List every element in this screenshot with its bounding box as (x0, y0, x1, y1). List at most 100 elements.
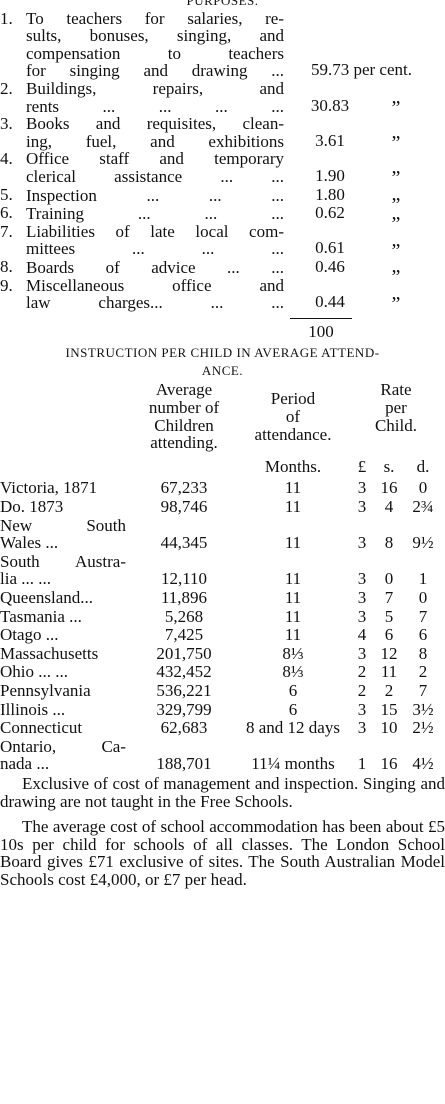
place: New South Wales ... (0, 517, 132, 552)
children-attending: 432,452 (156, 662, 212, 682)
rate-pence: 6 (418, 625, 428, 645)
children-attending: 62,683 (160, 718, 208, 738)
ditto-mark: „ (391, 255, 401, 278)
rate-pence: 9½ (412, 533, 434, 553)
children-attending: 536,221 (156, 680, 212, 700)
unit-label: Months. (264, 456, 322, 476)
text-line: Miscellaneous office and (26, 275, 284, 295)
header-line: attending. (150, 433, 218, 453)
rate-pence: 4½ (412, 754, 434, 774)
text-line: Boards of advice ... ... (26, 257, 284, 277)
children-attending: 67,233 (160, 478, 208, 498)
ditto-mark: „ (391, 120, 401, 143)
table-row: New South Wales ... 44,345 11 3 8 9½ (0, 517, 445, 552)
text-line: law charges... ... ... (26, 293, 284, 313)
place: Ontario, Ca-nada ... (0, 738, 132, 773)
table-row: Illinois ... 329,799 6 3 15 3½ (0, 699, 445, 719)
column-header: Period of attendance. (236, 381, 350, 451)
place: Massachusetts (0, 645, 132, 663)
table-row: Otago ... 7,425 11 4 6 6 (0, 626, 445, 644)
purpose-item: 7. Liabilities of late local com-mittees … (0, 223, 445, 258)
place-line: Ohio ... ... (0, 662, 68, 682)
rate-pence: 2¾ (412, 497, 434, 517)
rate-pounds: 3 (357, 718, 367, 738)
item-text: Liabilities of late local com-mittees ..… (26, 223, 284, 258)
item-text: Training ... ... ... (26, 205, 284, 223)
text-line: Inspection ... ... ... (26, 185, 284, 205)
period: 6 (288, 699, 298, 719)
item-number: 3. (0, 114, 13, 134)
purpose-item: 6. Training ... ... ... 0.62 „ (0, 203, 445, 223)
place: Ohio ... ... (0, 663, 132, 681)
rate-pounds: 1 (357, 754, 367, 774)
ditto-mark: „ (391, 85, 401, 108)
rate-pence: 7 (418, 680, 428, 700)
table-row: Tasmania ... 5,268 11 3 5 7 (0, 606, 445, 626)
header-line: Period (270, 389, 316, 409)
rate-pounds: 4 (357, 625, 367, 645)
text-line: Office staff and temporary (26, 149, 284, 169)
rate-pence: 2½ (412, 718, 434, 738)
rate-pence: 0 (418, 478, 428, 498)
header-line: Children (154, 415, 214, 435)
table-row: Massachusetts 201,750 8⅓ 3 12 8 (0, 645, 445, 663)
period: 11 (284, 497, 302, 517)
rate-pounds: 3 (357, 643, 367, 663)
purpose-item: 9. Miscellaneous office and law charges...… (0, 275, 445, 313)
children-attending: 12,110 (160, 569, 208, 589)
rate-shillings: 0 (384, 569, 394, 589)
header-line: Child. (374, 415, 418, 435)
text-line: clerical assistance ... ... (26, 166, 284, 186)
ditto-mark: „ (391, 228, 401, 251)
rate-pounds: 3 (357, 569, 367, 589)
rate-shillings: 7 (384, 588, 394, 607)
period: 11 (284, 478, 302, 498)
ditto-mark: „ (391, 282, 401, 305)
rate-pence: 2 (418, 662, 428, 682)
place-line: Connecticut (0, 718, 83, 738)
text-line: Books and requisites, clean- (26, 114, 284, 134)
place-line: Queensland... (0, 588, 94, 607)
period: 6 (288, 680, 298, 700)
place-line: nada ... (0, 754, 50, 774)
item-text: To teachers for salaries, re-sults, bonu… (26, 8, 284, 81)
place: Victoria, 1871 (0, 479, 132, 497)
period: 8⅓ (282, 662, 304, 682)
rate-pounds: 3 (357, 533, 367, 553)
unit-label: s. (383, 456, 395, 476)
text-line: for singing and drawing ... (26, 61, 284, 81)
percentage: 30.83 (310, 95, 350, 115)
rate-shillings: 12 (380, 643, 398, 663)
percentage: 0.61 (315, 238, 345, 258)
text-line: To teachers for salaries, re- (26, 8, 284, 28)
table-row: Queensland... 11,896 11 3 7 0 (0, 589, 445, 607)
children-attending: 98,746 (160, 497, 208, 517)
table-row: Connecticut 62,683 8 and 12 days 3 10 2½ (0, 719, 445, 737)
item-number: 7. (0, 221, 13, 241)
units-row: Months. £ s. d. (0, 458, 445, 476)
item-text: Books and requisites, clean-ing, fuel, a… (26, 115, 284, 150)
rate-shillings: 4 (384, 497, 394, 517)
percentage: 0.46 (315, 256, 345, 276)
percentage: 1.90 (315, 165, 345, 185)
place: Otago ... (0, 626, 132, 644)
rate-pounds: 3 (357, 699, 367, 719)
place: Pennsylvania (0, 682, 132, 700)
item-number: 8. (0, 256, 13, 276)
children-attending: 5,268 (164, 606, 204, 626)
rate-shillings: 5 (384, 606, 394, 626)
table-row: Pennsylvania 536,221 6 2 2 7 (0, 682, 445, 700)
table-row: Ohio ... ... 432,452 8⅓ 2 11 2 (0, 663, 445, 681)
period: 8⅓ (282, 643, 304, 663)
rate-shillings: 6 (384, 625, 394, 645)
place: Queensland... (0, 589, 132, 607)
period: 11 (284, 606, 302, 626)
item-text: Inspection ... ... ... (26, 185, 284, 205)
ditto-mark: „ (391, 183, 401, 206)
header-line: of (285, 407, 301, 427)
period: 11 (284, 625, 302, 645)
unit-label: d. (416, 456, 430, 476)
place-line: Pennsylvania (0, 680, 91, 700)
text-line: Training ... ... ... (26, 204, 284, 224)
children-attending: 7,425 (164, 625, 204, 645)
